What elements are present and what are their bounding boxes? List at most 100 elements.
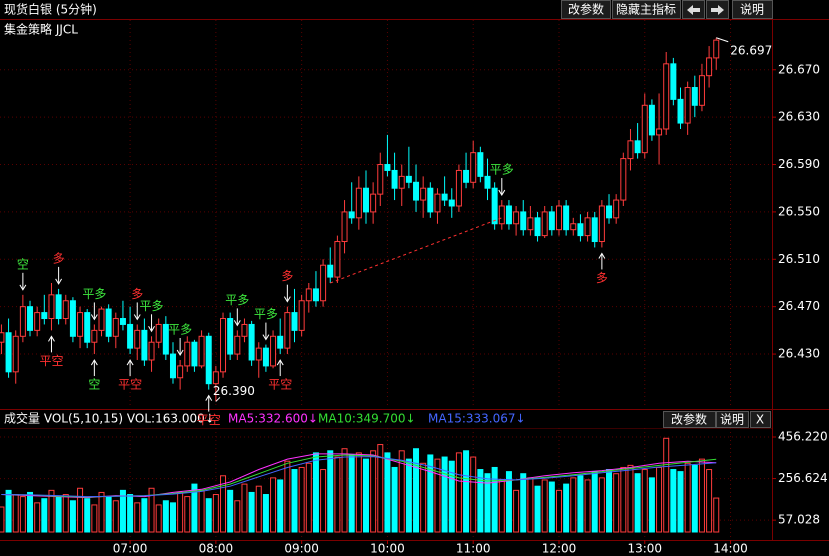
candle-body: [348, 211, 355, 219]
volume-bar: [548, 481, 555, 533]
volume-bar: [527, 477, 534, 533]
candle-body: [155, 323, 162, 343]
candle-body: [55, 294, 62, 320]
volume-bar: [141, 498, 148, 533]
volume-bar: [305, 462, 312, 533]
volume-bar: [606, 469, 613, 533]
button[interactable]: 说明: [716, 411, 749, 428]
button-prev[interactable]: [682, 0, 705, 19]
button-close[interactable]: X: [750, 411, 771, 428]
candle-body: [205, 335, 212, 385]
volume-bar: [262, 494, 269, 533]
candle-body: [606, 205, 613, 219]
signal-arrow-head: [19, 284, 27, 291]
annotation-leader: [716, 37, 729, 43]
candle-body: [634, 140, 641, 154]
candle-body: [641, 104, 648, 154]
signal-arrow-head: [148, 326, 155, 333]
signal-label: 空: [17, 257, 29, 271]
candle-body: [405, 175, 412, 183]
volume-bar: [484, 473, 491, 533]
x-tick-label: 07:00: [113, 542, 148, 556]
volume-bar: [427, 454, 434, 533]
volume-bar: [241, 483, 248, 533]
candle-body: [663, 63, 670, 130]
button-label: 改参数: [568, 2, 604, 17]
candle-body: [541, 211, 548, 237]
candle-body: [391, 169, 398, 189]
button-next[interactable]: [706, 0, 729, 19]
volume-bar: [448, 460, 455, 533]
candle-body: [84, 312, 91, 343]
volume-bar: [520, 473, 527, 533]
candle-body: [698, 75, 705, 106]
volume-bar: [177, 491, 184, 533]
volume-bar: [34, 502, 41, 533]
candle-body: [598, 205, 605, 243]
candle-body: [241, 323, 248, 337]
candle-body: [498, 205, 505, 225]
volume-bar: [334, 456, 341, 533]
candle-body: [48, 294, 55, 320]
candle-body: [570, 223, 577, 231]
candle-body: [355, 187, 362, 219]
signal-arrow-head: [48, 335, 55, 342]
volume-bar: [563, 483, 570, 533]
indicator-label: 集金策略 JJCL: [4, 22, 78, 37]
candle-body: [520, 211, 527, 231]
volume-bar: [377, 444, 384, 533]
signal-arrow-head: [262, 334, 270, 341]
button[interactable]: 改参数: [663, 411, 716, 428]
candle-body: [112, 318, 119, 337]
signal-arrow-head: [90, 359, 98, 366]
candle-body: [298, 300, 305, 331]
volume-bar: [112, 500, 119, 533]
signal-label: 空: [88, 378, 100, 392]
signal-arrow-head: [55, 278, 63, 285]
x-tick-label: 13:00: [627, 542, 662, 556]
candle-body: [184, 341, 191, 367]
button-frame: [612, 0, 681, 19]
volume-bar: [48, 489, 55, 533]
legend-entry: MA5:332.600↓: [228, 412, 318, 426]
button-label: 隐藏主指标: [616, 2, 676, 17]
signal-label: 平空: [268, 378, 292, 392]
signal-arrow-head: [498, 189, 506, 197]
arrow-left-icon: [687, 5, 700, 15]
candle-body: [713, 39, 720, 59]
candle-body: [134, 329, 141, 349]
annotation-leader: [215, 397, 221, 402]
button-label: X: [756, 413, 764, 427]
button-label: 说明: [740, 2, 764, 17]
candle-body: [370, 193, 377, 213]
volume-bar: [591, 471, 598, 533]
candle-body: [105, 308, 112, 337]
button[interactable]: 隐藏主指标: [612, 0, 681, 19]
signal-label: 平多: [490, 163, 514, 177]
candle-body: [706, 57, 713, 77]
button[interactable]: 说明: [732, 0, 773, 19]
volume-bar: [234, 500, 241, 533]
candle-body: [584, 217, 591, 237]
annotation-label: 26.390: [213, 384, 255, 398]
candle-body: [248, 323, 255, 361]
candle-body: [119, 318, 126, 325]
signal-label: 多: [131, 287, 143, 301]
volume-bar: [555, 489, 562, 533]
volume-bar: [362, 458, 369, 533]
candle-body: [69, 300, 76, 337]
volume-bar: [327, 450, 334, 533]
x-tick-label: 08:00: [199, 542, 234, 556]
volume-bar: [191, 483, 198, 533]
signal-label: 多: [596, 271, 608, 285]
candle-body: [169, 353, 176, 379]
candle-body: [577, 223, 584, 237]
candle-body: [477, 152, 484, 177]
y-tick-label: 256.624: [778, 471, 828, 485]
candle-body: [548, 211, 555, 231]
button[interactable]: 改参数: [561, 0, 611, 19]
candle-body: [255, 347, 262, 361]
candle-body: [77, 312, 84, 337]
volume-bar: [62, 494, 69, 533]
